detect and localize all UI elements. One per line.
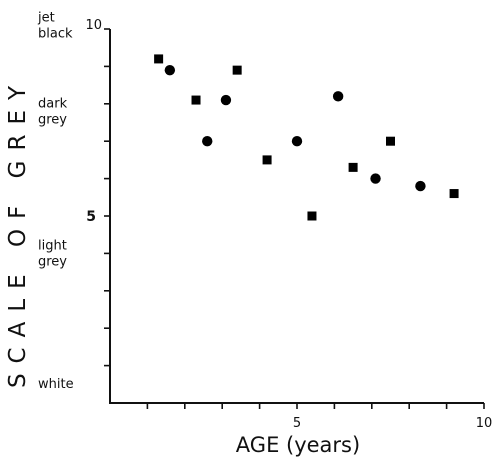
circle-point [220,94,232,106]
y-tick-label: 5 [86,209,96,225]
square-point [232,65,242,75]
x-axis-label: AGE (years) [236,433,360,457]
x-tick-label: 10 [476,416,492,431]
circle-point [332,91,344,102]
grey-scale-label: dark [38,97,68,112]
axes [109,29,484,404]
circle-point [164,64,176,76]
square-point [262,155,272,165]
square-point [348,162,358,172]
grey-scale-label: black [38,27,73,42]
circle-point [291,136,303,147]
data-points [154,54,459,221]
circle-point [202,136,213,147]
square-point [191,95,201,105]
square-point [449,189,459,199]
y-tick-label: 10 [85,18,102,33]
x-tick-label: 5 [293,416,301,431]
circle-point [370,173,381,184]
tick-labels: 5 10 5 10 [85,18,492,431]
grey-scale-label: white [38,377,74,392]
square-point [307,211,317,221]
grey-scale-label: light [38,239,67,254]
ticks [104,28,485,409]
grey-scale-label: grey [38,113,67,128]
y-axis-label: SCALE OF GREY [5,76,31,388]
grey-scale-label: grey [38,255,67,270]
square-point [386,136,395,146]
circle-point [415,180,426,192]
square-point [154,54,164,64]
grey-scale-label: jet [37,11,55,26]
